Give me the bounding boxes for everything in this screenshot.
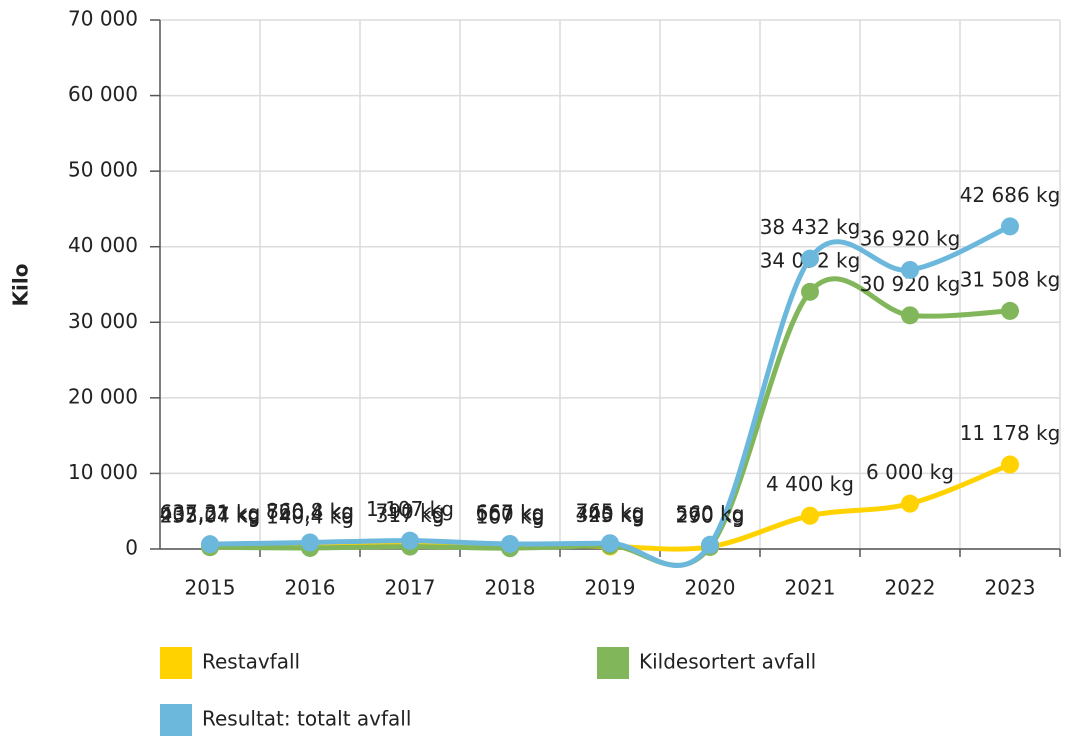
- point: [901, 260, 919, 279]
- data-label: 11 178 kg: [960, 421, 1061, 445]
- x-tick-label: 2016: [285, 576, 336, 600]
- point: [301, 533, 319, 552]
- point: [801, 506, 819, 525]
- point: [1001, 301, 1019, 320]
- data-label: 325 kg: [576, 503, 645, 527]
- x-tick-label: 2022: [885, 576, 936, 600]
- x-tick-label: 2023: [985, 576, 1036, 600]
- legend-label: Kildesortert avfall: [639, 650, 816, 674]
- data-label: 38 432 kg: [760, 215, 861, 239]
- x-tick-label: 2020: [685, 576, 736, 600]
- point: [901, 306, 919, 325]
- point: [201, 535, 219, 554]
- point: [901, 494, 919, 513]
- point: [801, 282, 819, 301]
- y-tick-label: 50 000: [68, 158, 138, 182]
- data-label: 290 kg: [676, 503, 745, 527]
- point: [501, 534, 519, 553]
- data-label: 560 kg: [476, 501, 545, 525]
- y-tick-label: 30 000: [68, 309, 138, 333]
- x-tick-label: 2015: [185, 576, 236, 600]
- data-label: 402,27 kg: [160, 502, 261, 526]
- legend-swatch: [160, 704, 192, 736]
- x-tick-label: 2021: [785, 576, 836, 600]
- data-label: 140,4 kg: [266, 504, 354, 528]
- point: [1001, 217, 1019, 236]
- data-label: 560 kg: [676, 501, 745, 525]
- y-axis-label: Kilo: [9, 264, 33, 307]
- point: [701, 535, 719, 554]
- point: [801, 249, 819, 268]
- series-line: [209, 224, 1012, 568]
- point: [601, 534, 619, 553]
- x-tick-label: 2018: [485, 576, 536, 600]
- y-tick-label: 0: [125, 536, 138, 560]
- y-tick-label: 40 000: [68, 233, 138, 257]
- data-label: 765 kg: [576, 500, 645, 524]
- data-label: 4 400 kg: [766, 472, 854, 496]
- y-tick-label: 60 000: [68, 82, 138, 106]
- data-label: 860,8 kg: [266, 499, 354, 523]
- data-label: 36 920 kg: [860, 226, 961, 250]
- data-label: 270 kg: [676, 503, 745, 527]
- data-label: 1 107 kg: [366, 497, 454, 521]
- data-label: 107 kg: [476, 505, 545, 529]
- data-label: 42 686 kg: [960, 183, 1061, 207]
- x-tick-label: 2017: [385, 576, 436, 600]
- y-tick-label: 70 000: [68, 7, 138, 31]
- data-label: 317 kg: [376, 503, 445, 527]
- data-label: 790 kg: [376, 500, 445, 524]
- legend-label: Resultat: totalt avfall: [202, 707, 411, 731]
- data-label: 720,4 kg: [266, 500, 354, 524]
- data-label: 637,31 kg: [160, 501, 261, 525]
- y-tick-label: 10 000: [68, 460, 138, 484]
- legend-label: Restavfall: [202, 650, 300, 674]
- data-label: 6 000 kg: [866, 460, 954, 484]
- y-tick-label: 20 000: [68, 384, 138, 408]
- legend-swatch: [160, 647, 192, 679]
- data-label: 31 508 kg: [960, 267, 1061, 291]
- data-label: 235,04 kg: [160, 504, 261, 528]
- data-label: 667 kg: [476, 500, 545, 524]
- x-tick-label: 2019: [585, 576, 636, 600]
- legend-swatch: [597, 647, 629, 679]
- data-label: 440 kg: [576, 502, 645, 526]
- point: [401, 531, 419, 550]
- point: [1001, 455, 1019, 474]
